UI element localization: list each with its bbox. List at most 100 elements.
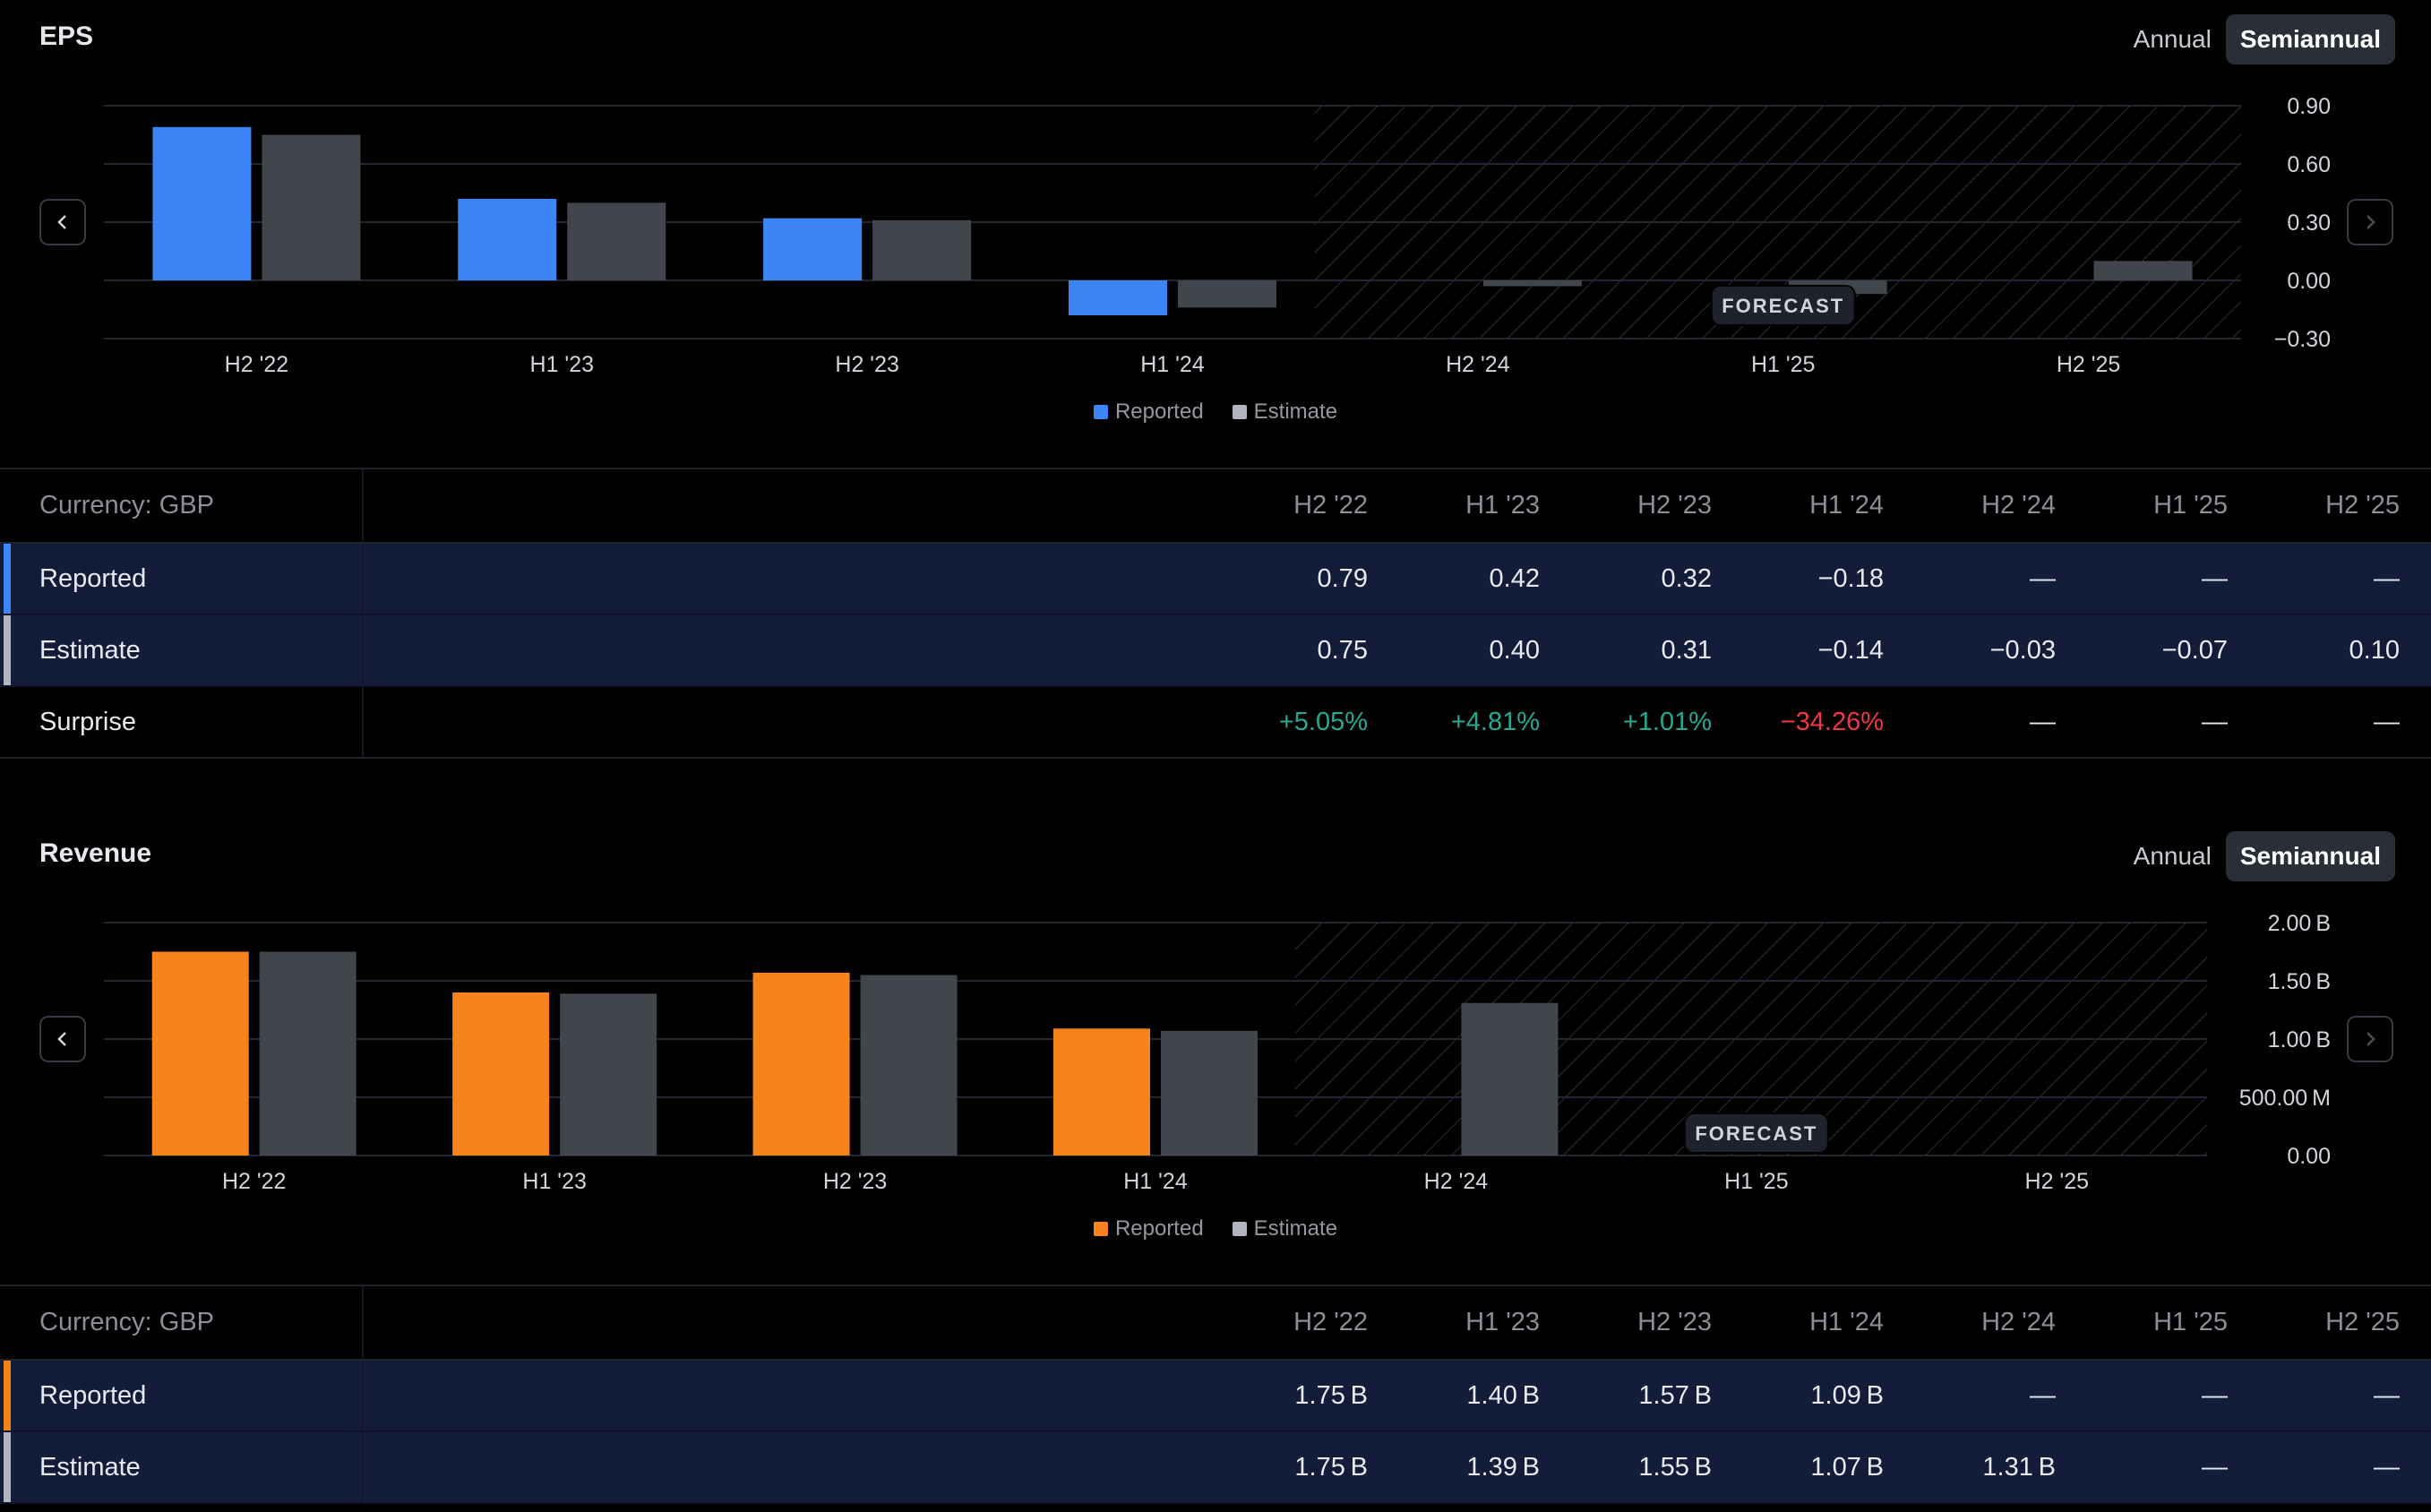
table-cell: —: [1918, 1360, 2090, 1432]
table-cell: 1.39 B: [1402, 1431, 1574, 1504]
table-row-estimate[interactable]: Estimate 1.75 B 1.39 B 1.55 B 1.07 B 1.3…: [0, 1431, 2431, 1504]
legend-estimate-label: Estimate: [1253, 399, 1338, 424]
table-cell: 1.07 B: [1746, 1431, 1918, 1504]
revenue-chart: 2.00 B 1.50 B 1.00 B 500.00 M 0.00 H2 '22 H1 '…: [104, 911, 2331, 1194]
table-header-row: Currency: GBP H2 '22 H1 '23 H2 '23 H1 '2…: [0, 469, 2431, 544]
col-header: H1 '25: [2090, 1286, 2262, 1361]
col-header: H1 '23: [1402, 469, 1574, 544]
x-tick-label: H1 '23: [530, 352, 594, 377]
bar-reported: [458, 199, 557, 280]
y-tick-label: 0.00: [2287, 1144, 2331, 1169]
table-cell: 0.79: [1230, 543, 1402, 615]
row-label: Estimate: [39, 635, 141, 665]
y-tick-label: 500.00 M: [2239, 1086, 2331, 1111]
annual-button[interactable]: Annual: [2133, 842, 2212, 870]
legend-reported-label: Reported: [1114, 399, 1204, 424]
table-cell: —: [2090, 1360, 2262, 1432]
col-header: H2 '24: [1918, 1286, 2090, 1361]
series-color-indicator: [4, 544, 11, 614]
table-cell: +4.81%: [1402, 686, 1574, 759]
y-tick-label: 0.00: [2287, 269, 2331, 294]
chevron-left-icon: [57, 1032, 66, 1046]
bar-reported: [1069, 280, 1167, 315]
x-tick-label: H2 '24: [1446, 352, 1510, 377]
bar-estimate: [262, 134, 361, 280]
table-cell: —: [2262, 1431, 2431, 1504]
revenue-period-toggle: Annual Semiannual: [2119, 831, 2395, 881]
legend-reported[interactable]: Reported: [1093, 1216, 1204, 1241]
table-cell: —: [2090, 1431, 2262, 1504]
table-row-surprise[interactable]: Surprise +5.05% +4.81% +1.01% −34.26% — …: [0, 686, 2431, 759]
bar-estimate: [560, 993, 657, 1155]
eps-period-toggle: Annual Semiannual: [2119, 14, 2395, 64]
col-header: H1 '24: [1746, 469, 1918, 544]
bar-estimate: [1482, 280, 1582, 287]
bar-estimate: [860, 975, 958, 1155]
table-cell: 0.75: [1230, 614, 1402, 687]
table-row-reported[interactable]: Reported 0.79 0.42 0.32 −0.18 — — —: [0, 543, 2431, 615]
col-header: H1 '24: [1746, 1286, 1918, 1361]
x-tick-label: H2 '24: [1424, 1169, 1489, 1194]
table-row-reported[interactable]: Reported 1.75 B 1.40 B 1.57 B 1.09 B — —…: [0, 1360, 2431, 1432]
bar-estimate: [259, 951, 356, 1155]
y-tick-label: 1.50 B: [2268, 969, 2331, 994]
table-cell: +1.01%: [1574, 686, 1746, 759]
bar-estimate: [1178, 280, 1276, 308]
scroll-right-button[interactable]: [2347, 1016, 2393, 1062]
legend-reported[interactable]: Reported: [1093, 399, 1204, 425]
forecast-label: FORECAST: [1695, 1122, 1817, 1145]
table-cell: 0.31: [1574, 614, 1746, 687]
scroll-left-button[interactable]: [39, 1016, 86, 1062]
eps-chart: 0.90 0.60 0.30 0.00 −0.30 H2 '22 H1 '23 H2 '23 H…: [104, 94, 2331, 377]
bar-estimate: [1461, 1002, 1559, 1155]
bar-reported: [152, 126, 252, 280]
table-cell: —: [2090, 543, 2262, 615]
y-tick-label: 0.60: [2287, 152, 2331, 177]
table-cell: 1.09 B: [1746, 1360, 1918, 1432]
bar-reported: [1053, 1028, 1150, 1155]
semiannual-button[interactable]: Semiannual: [2225, 831, 2395, 881]
bar-reported: [452, 992, 550, 1155]
scroll-left-button[interactable]: [39, 199, 86, 245]
table-cell: —: [2262, 543, 2431, 615]
y-tick-label: 1.00 B: [2268, 1027, 2331, 1052]
legend-estimate[interactable]: Estimate: [1232, 399, 1338, 425]
legend-estimate[interactable]: Estimate: [1232, 1216, 1338, 1241]
chevron-right-icon: [2367, 1032, 2375, 1046]
y-tick-label: 0.30: [2287, 210, 2331, 236]
table-row-estimate[interactable]: Estimate 0.75 0.40 0.31 −0.14 −0.03 −0.0…: [0, 614, 2431, 687]
x-tick-label: H1 '25: [1751, 352, 1815, 377]
col-header: H1 '25: [2090, 469, 2262, 544]
legend-reported-label: Reported: [1114, 1216, 1204, 1241]
col-header: H2 '25: [2262, 1286, 2431, 1361]
table-cell: —: [2090, 686, 2262, 759]
scroll-right-button[interactable]: [2347, 199, 2393, 245]
table-cell: —: [2262, 686, 2431, 759]
table-cell: —: [2262, 1360, 2431, 1432]
x-tick-label: H1 '23: [522, 1169, 586, 1194]
x-tick-label: H2 '22: [222, 1169, 286, 1194]
legend-estimate-label: Estimate: [1253, 1216, 1338, 1241]
revenue-title: Revenue: [39, 838, 152, 868]
series-color-indicator: [4, 1432, 11, 1502]
chevron-left-icon: [57, 215, 66, 229]
row-label: Reported: [39, 563, 147, 593]
series-color-indicator: [4, 615, 11, 685]
bar-estimate: [2093, 261, 2193, 280]
annual-button[interactable]: Annual: [2133, 25, 2212, 53]
forecast-badge: FORECAST: [1683, 1113, 1829, 1154]
y-tick-label: 2.00 B: [2268, 911, 2331, 936]
chevron-right-icon: [2367, 215, 2375, 229]
x-tick-label: H2 '23: [835, 352, 898, 377]
table-cell: 0.42: [1402, 543, 1574, 615]
y-tick-label: −0.30: [2274, 327, 2331, 352]
col-header: H2 '22: [1230, 1286, 1402, 1361]
revenue-divider: [0, 1284, 2431, 1286]
table-cell: −0.07: [2090, 614, 2262, 687]
x-tick-label: H1 '25: [1724, 1169, 1788, 1194]
table-cell: +5.05%: [1230, 686, 1402, 759]
x-tick-label: H2 '23: [823, 1169, 887, 1194]
semiannual-button[interactable]: Semiannual: [2225, 14, 2395, 64]
revenue-legend: Reported Estimate: [0, 1216, 2431, 1241]
series-color-indicator: [4, 1361, 11, 1430]
